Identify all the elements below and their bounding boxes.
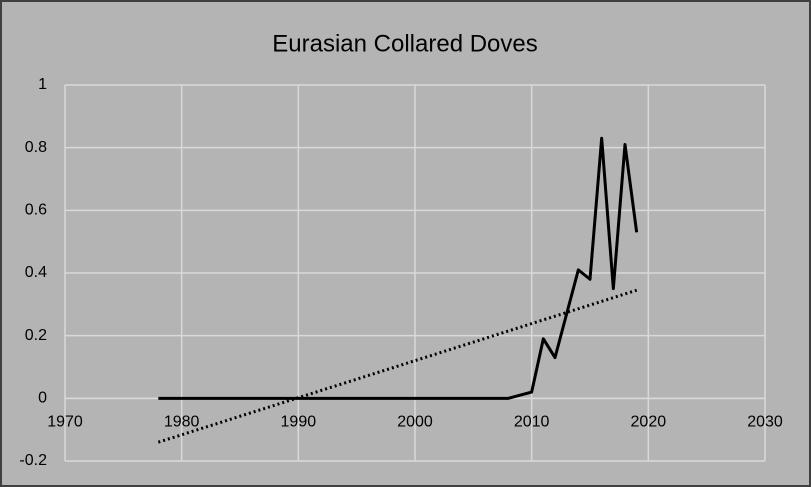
trend-line [157,288,638,444]
y-tick-label: 0.6 [25,202,47,219]
x-tick-label: 1970 [47,414,83,431]
x-tick-label: 1990 [281,414,317,431]
x-tick-label: 2030 [747,414,783,431]
x-tick-label: 1980 [164,414,200,431]
x-tick-label: 2010 [514,414,550,431]
y-tick-label: -0.2 [19,452,47,469]
x-tick-label: 2000 [397,414,433,431]
y-tick-label: 0 [38,390,47,407]
data-line [158,136,639,400]
y-tick-label: 0.8 [25,139,47,156]
y-tick-label: 0.4 [25,264,47,281]
chart-title: Eurasian Collared Doves [272,30,537,57]
y-tick-label: 0.2 [25,327,47,344]
y-tick-label: 1 [38,76,47,93]
x-tick-label: 2020 [631,414,667,431]
